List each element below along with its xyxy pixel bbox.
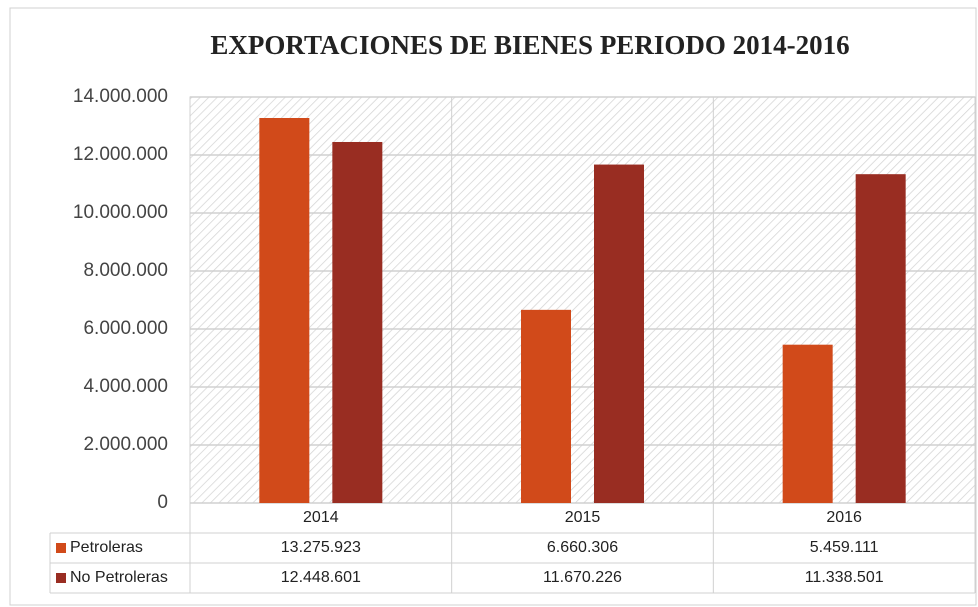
y-tick-label: 12.000.000 xyxy=(73,144,168,165)
bar xyxy=(855,174,906,503)
table-value: 5.459.111 xyxy=(810,539,879,556)
table-value: 12.448.601 xyxy=(281,569,361,586)
x-tick-label: 2014 xyxy=(303,509,339,526)
y-tick-label: 6.000.000 xyxy=(83,318,168,339)
legend-swatch xyxy=(56,573,66,583)
legend-label: Petroleras xyxy=(70,539,143,556)
bar xyxy=(594,164,644,503)
table-value: 11.670.226 xyxy=(543,569,622,586)
bar xyxy=(782,344,833,503)
table-value: 13.275.923 xyxy=(281,539,361,556)
x-tick-label: 2016 xyxy=(826,509,862,526)
y-tick-label: 2.000.000 xyxy=(83,434,168,455)
legend-label: No Petroleras xyxy=(70,569,168,586)
bar xyxy=(259,117,310,503)
y-tick-label: 10.000.000 xyxy=(73,202,168,223)
bar xyxy=(332,141,383,503)
y-tick-label: 8.000.000 xyxy=(83,260,168,281)
bar xyxy=(521,309,571,503)
table-value: 6.660.306 xyxy=(547,539,618,556)
y-tick-label: 14.000.000 xyxy=(73,86,168,107)
y-tick-label: 0 xyxy=(157,492,168,513)
table-value: 11.338.501 xyxy=(805,569,884,586)
plot-area xyxy=(189,96,976,504)
legend-swatch xyxy=(56,543,66,553)
x-tick-label: 2015 xyxy=(565,509,601,526)
y-tick-label: 4.000.000 xyxy=(83,376,168,397)
chart-title: EXPORTACIONES DE BIENES PERIODO 2014-201… xyxy=(210,30,849,60)
